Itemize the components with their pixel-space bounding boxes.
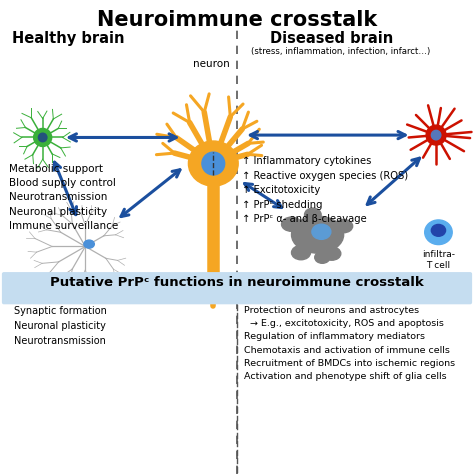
Ellipse shape (312, 224, 331, 239)
Ellipse shape (431, 224, 446, 237)
Ellipse shape (282, 217, 301, 231)
Ellipse shape (188, 141, 238, 186)
Text: Diseased brain: Diseased brain (270, 31, 393, 46)
Text: Metabolic support
Blood supply control
Neurotransmission
Neuronal plasticity
Imm: Metabolic support Blood supply control N… (9, 164, 118, 231)
Ellipse shape (425, 220, 452, 245)
Ellipse shape (292, 216, 344, 253)
Ellipse shape (292, 246, 310, 260)
Text: Healthy brain: Healthy brain (12, 31, 124, 46)
Text: ↑ Inflammatory cytokines
↑ Reactive oxygen species (ROS)
↑ Excitotoxicity
↑ PrPᶜ: ↑ Inflammatory cytokines ↑ Reactive oxyg… (242, 156, 408, 224)
Text: Synaptic formation
Neuronal plasticity
Neurotransmission: Synaptic formation Neuronal plasticity N… (14, 306, 107, 346)
Ellipse shape (335, 219, 353, 233)
Text: activated microglia: activated microglia (267, 275, 368, 285)
Ellipse shape (323, 247, 341, 260)
Text: Protection of neurons and astrocytes
  → E.g., excitotoxicity, ROS and apoptosis: Protection of neurons and astrocytes → E… (244, 306, 455, 382)
Ellipse shape (202, 152, 225, 175)
Ellipse shape (84, 240, 94, 248)
Text: Putative PrPᶜ functions in neuroimmune crosstalk: Putative PrPᶜ functions in neuroimmune c… (50, 276, 424, 289)
Text: infiltra-
T cell: infiltra- T cell (422, 250, 455, 270)
Ellipse shape (305, 208, 321, 221)
FancyBboxPatch shape (2, 272, 472, 304)
Ellipse shape (38, 133, 47, 142)
Ellipse shape (315, 251, 330, 264)
Ellipse shape (34, 128, 52, 146)
Text: neuron: neuron (192, 59, 229, 69)
Text: resident microglia: resident microglia (40, 282, 135, 292)
Text: Neuroimmune crosstalk: Neuroimmune crosstalk (97, 10, 377, 30)
Ellipse shape (431, 130, 441, 140)
Ellipse shape (426, 125, 446, 145)
Text: (stress, inflammation, infection, infarct…): (stress, inflammation, infection, infarc… (251, 47, 430, 56)
